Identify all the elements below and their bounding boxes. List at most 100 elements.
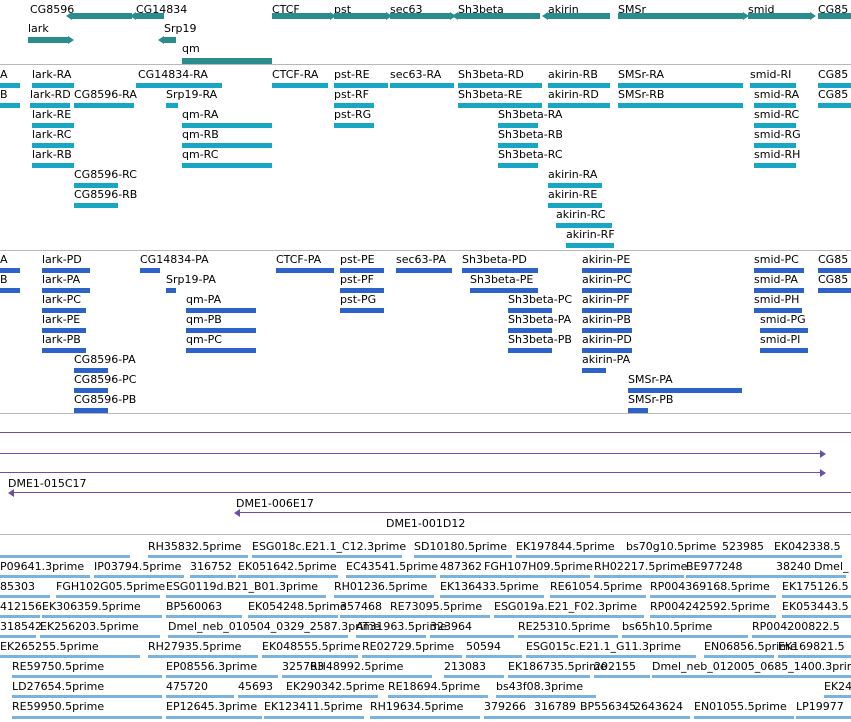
protein-feature[interactable]	[462, 268, 538, 273]
transcript-feature[interactable]	[136, 83, 222, 88]
protein-label[interactable]: lark-PA	[42, 273, 81, 286]
gene-feature[interactable]	[748, 13, 810, 19]
est-label[interactable]: RE59750.5prime	[12, 660, 105, 673]
est-label[interactable]: RH19634.5prime	[370, 700, 464, 713]
est-label[interactable]: 487362	[440, 560, 482, 573]
transcript-label[interactable]: qm-RC	[182, 148, 219, 161]
transcript-feature[interactable]	[32, 83, 74, 88]
est-feature[interactable]	[12, 675, 162, 678]
est-label[interactable]: EK048555.5prime	[262, 640, 361, 653]
est-label[interactable]: EK175126.5	[782, 580, 849, 593]
protein-feature[interactable]	[760, 348, 808, 353]
est-feature[interactable]	[650, 615, 776, 618]
protein-feature[interactable]	[582, 288, 632, 293]
est-feature[interactable]	[190, 575, 236, 578]
est-label[interactable]: 523985	[722, 540, 764, 553]
est-label[interactable]: EK136433.5prime	[440, 580, 539, 593]
est-feature[interactable]	[148, 555, 248, 558]
est-label[interactable]: 38240	[776, 560, 811, 573]
gene-feature[interactable]	[72, 13, 132, 19]
est-feature[interactable]	[0, 595, 50, 598]
transcript-feature[interactable]	[166, 103, 178, 108]
transcript-feature[interactable]	[32, 143, 74, 148]
transcript-label[interactable]: qm-RA	[182, 108, 219, 121]
transcript-feature[interactable]	[818, 103, 851, 108]
protein-label[interactable]: CG14834-PA	[140, 253, 209, 266]
protein-feature[interactable]	[628, 408, 648, 413]
est-label[interactable]: RH48992.5prime	[310, 660, 404, 673]
transcript-feature[interactable]	[548, 183, 602, 188]
protein-feature[interactable]	[760, 328, 808, 333]
gene-feature[interactable]	[28, 37, 68, 43]
est-feature[interactable]	[166, 695, 234, 698]
est-feature[interactable]	[0, 655, 140, 658]
protein-label[interactable]: CTCF-PA	[276, 253, 322, 266]
est-label[interactable]: 50594	[466, 640, 501, 653]
est-label[interactable]: 475720	[166, 680, 208, 693]
gene-feature[interactable]	[182, 58, 272, 64]
protein-label[interactable]: qm-PC	[186, 333, 222, 346]
transcript-label[interactable]: CG85	[818, 68, 849, 81]
est-label[interactable]: 85303	[0, 580, 35, 593]
est-label[interactable]: RE25310.5prime	[518, 620, 611, 633]
protein-feature[interactable]	[186, 348, 256, 353]
est-feature[interactable]	[340, 615, 490, 618]
protein-feature[interactable]	[74, 388, 108, 393]
est-feature[interactable]	[94, 575, 184, 578]
est-label[interactable]: EK042338.5	[774, 540, 841, 553]
est-feature[interactable]	[40, 635, 160, 638]
gene-label[interactable]: CG85	[818, 3, 849, 16]
gene-feature[interactable]	[618, 13, 743, 19]
transcript-label[interactable]: akirin-RF	[566, 228, 615, 241]
est-label[interactable]: 379266	[484, 700, 526, 713]
clone-feature[interactable]	[0, 432, 851, 433]
est-feature[interactable]	[526, 655, 696, 658]
est-label[interactable]: BP556345	[580, 700, 637, 713]
transcript-feature[interactable]	[32, 123, 74, 128]
est-label[interactable]: EN01055.5prime	[694, 700, 787, 713]
est-label[interactable]: 357468	[340, 600, 382, 613]
protein-label[interactable]: akirin-PF	[582, 293, 630, 306]
clone-label[interactable]: DME1-006E17	[236, 497, 314, 510]
protein-label[interactable]: Sh3beta-PE	[470, 273, 534, 286]
est-feature[interactable]	[42, 615, 162, 618]
transcript-feature[interactable]	[182, 163, 272, 168]
transcript-label[interactable]: Sh3beta-RB	[498, 128, 563, 141]
est-feature[interactable]	[430, 635, 514, 638]
est-feature[interactable]	[704, 655, 774, 658]
transcript-label[interactable]: Sh3beta-RD	[458, 68, 524, 81]
est-label[interactable]: 325763	[282, 660, 324, 673]
gene-label[interactable]: SMSr	[618, 3, 646, 16]
protein-feature[interactable]	[818, 288, 851, 293]
protein-label[interactable]: akirin-PB	[582, 313, 631, 326]
transcript-feature[interactable]	[334, 123, 374, 128]
est-feature[interactable]	[252, 555, 402, 558]
protein-feature[interactable]	[754, 308, 802, 313]
transcript-feature[interactable]	[548, 83, 610, 88]
transcript-feature[interactable]	[74, 203, 118, 208]
est-label[interactable]: EN06856.5prime	[704, 640, 797, 653]
transcript-label[interactable]: pst-RE	[334, 68, 370, 81]
protein-feature[interactable]	[582, 308, 632, 313]
protein-feature[interactable]	[340, 308, 384, 313]
transcript-feature[interactable]	[272, 83, 328, 88]
est-label[interactable]: RP004242592.5prime	[650, 600, 770, 613]
est-feature[interactable]	[550, 595, 646, 598]
transcript-label[interactable]: A	[0, 68, 8, 81]
est-label[interactable]: IP03794.5prime	[94, 560, 182, 573]
transcript-feature[interactable]	[0, 103, 20, 108]
est-feature[interactable]	[496, 695, 596, 698]
protein-feature[interactable]	[582, 328, 632, 333]
protein-label[interactable]: CG8596-PC	[74, 373, 137, 386]
transcript-label[interactable]: CG8596-RB	[74, 188, 138, 201]
gene-label[interactable]: Srp19	[164, 22, 197, 35]
est-feature[interactable]	[0, 635, 36, 638]
protein-label[interactable]: CG85	[818, 273, 849, 286]
protein-label[interactable]: A	[0, 253, 8, 266]
transcript-feature[interactable]	[750, 83, 796, 88]
est-feature[interactable]	[634, 716, 690, 719]
est-label[interactable]: Dmel_neb_012005_0685_1400.3prime	[652, 660, 851, 673]
est-label[interactable]: RP004369168.5prime	[650, 580, 770, 593]
transcript-label[interactable]: Sh3beta-RC	[498, 148, 563, 161]
transcript-feature[interactable]	[182, 123, 272, 128]
